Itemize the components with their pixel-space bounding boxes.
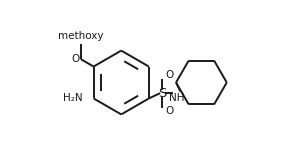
Text: NH: NH: [169, 93, 185, 103]
Text: O: O: [71, 54, 80, 64]
Text: O: O: [165, 70, 173, 80]
Text: methoxy: methoxy: [58, 31, 104, 41]
Text: S: S: [158, 87, 166, 100]
Text: O: O: [165, 106, 173, 116]
Text: H₂N: H₂N: [63, 93, 83, 103]
